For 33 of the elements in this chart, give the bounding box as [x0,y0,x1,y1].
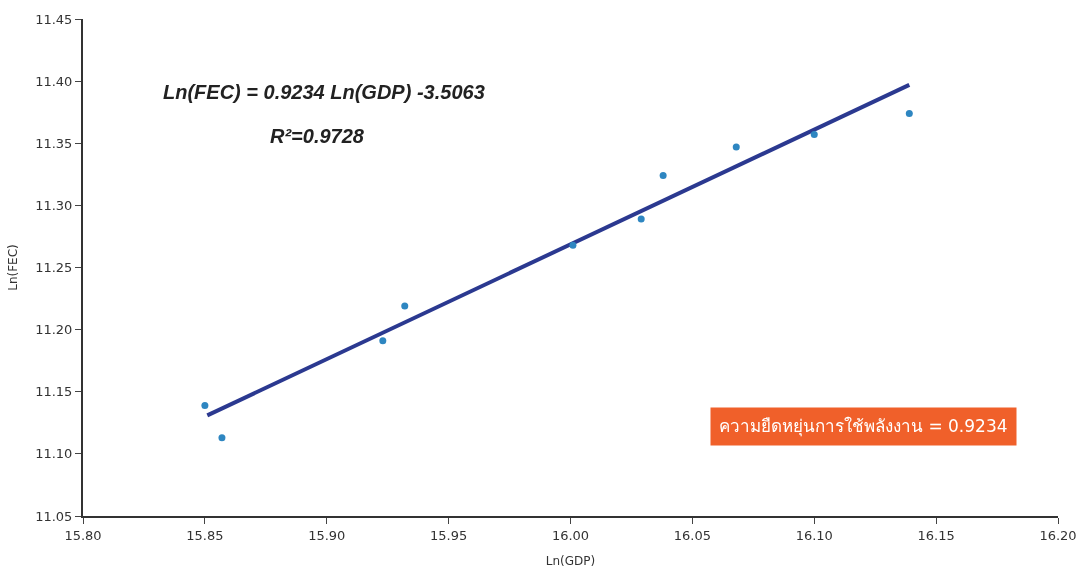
point [637,215,645,223]
y-tick-label: 11.05 [35,508,73,524]
x-tick-label: 15.95 [430,527,468,543]
point [569,241,577,249]
annotation: ความยืดหยุ่นการใช้พลังงาน = 0.9234 [719,416,1008,437]
x-tick-label: 16.15 [917,527,955,543]
point [201,401,209,409]
y-tick-label: 11.10 [35,446,73,462]
y-tick-label: 11.40 [35,73,73,89]
point [659,172,667,180]
x-tick-label: 15.85 [186,527,224,543]
x-tick-label: 16.05 [673,527,711,543]
y-axis-title: Ln(FEC) [5,244,20,291]
y-tick-label: 11.25 [35,260,73,276]
y-tick-label: 11.15 [35,384,73,400]
x-tick-label: 16.00 [551,527,590,543]
point [218,434,226,442]
point [732,143,740,151]
point [401,302,409,310]
annotation: R²=0.9728 [270,125,365,147]
x-tick-label: 15.90 [308,527,346,543]
y-tick-label: 11.30 [35,197,73,213]
y-tick-label: 11.20 [35,322,73,338]
y-tick-label: 11.35 [35,135,73,151]
x-axis-title: Ln(GDP) [545,554,596,568]
x-tick-label: 16.20 [1039,527,1077,543]
point [810,131,818,139]
annotation: Ln(FEC) = 0.9234 Ln(GDP) -3.5063 [163,81,485,103]
x-tick-label: 16.10 [795,527,833,543]
point [905,109,913,117]
y-tick-label: 11.45 [35,11,73,27]
x-tick-label: 15.80 [64,527,102,543]
point [379,337,387,345]
